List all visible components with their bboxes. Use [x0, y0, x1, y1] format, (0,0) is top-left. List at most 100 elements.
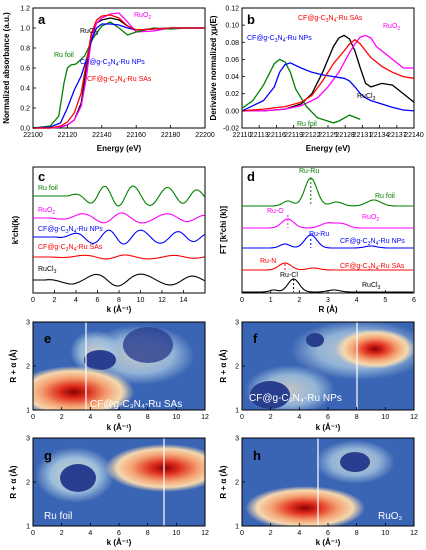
- panel-d-peak-run: Ru-N: [260, 258, 276, 265]
- panel-c-letter: c: [38, 169, 45, 184]
- x-tick-label: 22120: [58, 132, 78, 139]
- c-series-ru-foil: [33, 185, 205, 207]
- panel-d-ticks: 0 1 2 3 4 5 6: [240, 290, 416, 304]
- x-tick-label: 6: [96, 297, 100, 304]
- series-ruo2: [242, 34, 414, 112]
- x-tick-label: 0: [240, 414, 244, 421]
- x-tick-label: 2: [269, 530, 273, 537]
- panel-a-ylabel: Normalized absorbance (a.u.): [2, 12, 11, 124]
- x-tick-label: 22100: [23, 132, 43, 139]
- x-tick-label: 22128: [335, 132, 355, 139]
- x-tick-label: 4: [355, 297, 359, 304]
- panel-d-xlabel: R (Å): [318, 305, 337, 314]
- panel-h-sample: RuO₂: [378, 511, 403, 522]
- x-tick-label: 0: [31, 414, 35, 421]
- panel-c-label-rucl3: RuCl3: [38, 266, 57, 275]
- x-tick-label: 22131: [353, 132, 373, 139]
- y-tick-label: 1: [235, 524, 239, 531]
- x-tick-label: 22200: [195, 132, 215, 139]
- x-tick-label: 22180: [161, 132, 181, 139]
- panel-e-xlabel: k (Å⁻¹): [107, 423, 132, 432]
- y-tick-label: 1: [26, 408, 30, 415]
- d-series-ruo2: [242, 218, 414, 229]
- x-tick-label: 12: [201, 530, 209, 537]
- y-tick-label: 1.0: [20, 26, 30, 33]
- x-tick-label: 0: [31, 530, 35, 537]
- panel-d-label-nps: CF@g-C3N4-Ru NPs: [340, 238, 405, 247]
- panel-f-sample: CF@g-C₃N₄-Ru NPs: [249, 393, 342, 404]
- y-tick-label: 3: [26, 320, 30, 327]
- panel-b-label-nps: CF@g-C3N4-Ru NPs: [247, 35, 312, 44]
- x-tick-label: 22113: [250, 132, 269, 139]
- x-tick-label: 22125: [318, 132, 338, 139]
- panel-h-ylabel: R + α (Å): [219, 465, 228, 498]
- panel-e-ylabel: R + α (Å): [9, 349, 18, 382]
- series-ru-foil: [241, 58, 361, 124]
- x-tick-label: 6: [117, 530, 121, 537]
- x-tick-label: 4: [297, 530, 301, 537]
- panel-d-label-ruo2: RuO2: [362, 214, 379, 223]
- d-series-ru-foil: [242, 177, 414, 207]
- x-tick-label: 2: [60, 530, 64, 537]
- panel-g-letter: g: [44, 448, 52, 463]
- y-tick-label: 0.00: [225, 108, 239, 115]
- panel-b-ticks: 2211022113221162211922122221252212822131…: [223, 6, 424, 140]
- y-tick-label: 2: [235, 480, 239, 487]
- panel-b: 2211022113221162211922122221252212822131…: [209, 6, 424, 154]
- panel-c-series: [33, 185, 205, 287]
- y-tick-label: 3: [235, 320, 239, 327]
- x-tick-label: 2: [269, 414, 273, 421]
- c-series-cf-g-c3n4-ru-sas: [33, 254, 205, 260]
- panel-f-xlabel: k (Å⁻¹): [316, 423, 341, 432]
- series-cf-g-c3n4-ru-sas: [33, 14, 205, 129]
- panel-a-ticks: 22100 22120 22140 22160 22180 22200 0.0 0.2 0.4 0…: [20, 6, 215, 140]
- panel-d-frame: [241, 166, 415, 294]
- panel-d-peak-rucl: Ru-Cl: [280, 272, 298, 279]
- panel-b-series: [241, 34, 415, 124]
- d-series-cf-g-c3n4-ru-sas: [242, 262, 414, 271]
- y-tick-label: 0.10: [225, 23, 239, 30]
- series-rucl3: [33, 17, 205, 129]
- panel-f-ylabel: R + α (Å): [219, 349, 228, 382]
- x-tick-label: 22160: [126, 132, 146, 139]
- y-tick-label: 1: [235, 408, 239, 415]
- panel-b-label-foil: Ru foil: [297, 121, 317, 128]
- x-tick-label: 12: [410, 414, 418, 421]
- y-tick-label: 2: [26, 480, 30, 487]
- x-tick-label: 22140: [92, 132, 112, 139]
- series-ru-foil: [32, 21, 205, 129]
- c-series-ruo2: [33, 212, 205, 224]
- panel-b-label-sas: CF@g-C3N4-Ru SAs: [298, 15, 363, 24]
- x-tick-label: 8: [355, 530, 359, 537]
- panel-c-label-foil: Ru foil: [38, 185, 58, 192]
- x-tick-label: 8: [117, 297, 121, 304]
- y-tick-label: 0.08: [225, 40, 239, 47]
- y-tick-label: 3: [26, 436, 30, 443]
- x-tick-label: 6: [326, 530, 330, 537]
- x-tick-label: 22119: [284, 132, 303, 139]
- panel-c-ticks: 0 2 4 6 8 10 12 14: [31, 290, 206, 304]
- panel-a-label-ruo2: RuO2: [134, 12, 151, 21]
- panel-h-contours: [245, 440, 395, 526]
- panel-c: 0 2 4 6 8 10 12 14 c k (Å⁻¹) k²chi(k) Ru foil R…: [11, 166, 206, 314]
- panel-d-label-sas: CF@g-C3N4-Ru SAs: [340, 263, 405, 272]
- panel-c-label-ruo2: RuO2: [38, 207, 55, 216]
- panel-d-label-foil: Ru foil: [375, 193, 395, 200]
- x-tick-label: 4: [88, 414, 92, 421]
- series-cf-g-c3n4-ru-sas: [241, 38, 415, 112]
- x-tick-label: 10: [381, 530, 389, 537]
- y-tick-label: 0.04: [225, 74, 239, 81]
- y-tick-label: 0.6: [20, 66, 30, 73]
- panel-d: 0 1 2 3 4 5 6 d R (Å) FT [k²chi (k)] Ru foil R…: [219, 166, 416, 314]
- x-tick-label: 8: [146, 414, 150, 421]
- series-ruo2: [33, 12, 205, 129]
- y-tick-label: 0.12: [225, 6, 239, 13]
- panel-g-ylabel: R + α (Å): [9, 465, 18, 498]
- c-series-rucl3: [33, 273, 205, 287]
- x-tick-label: 12: [410, 530, 418, 537]
